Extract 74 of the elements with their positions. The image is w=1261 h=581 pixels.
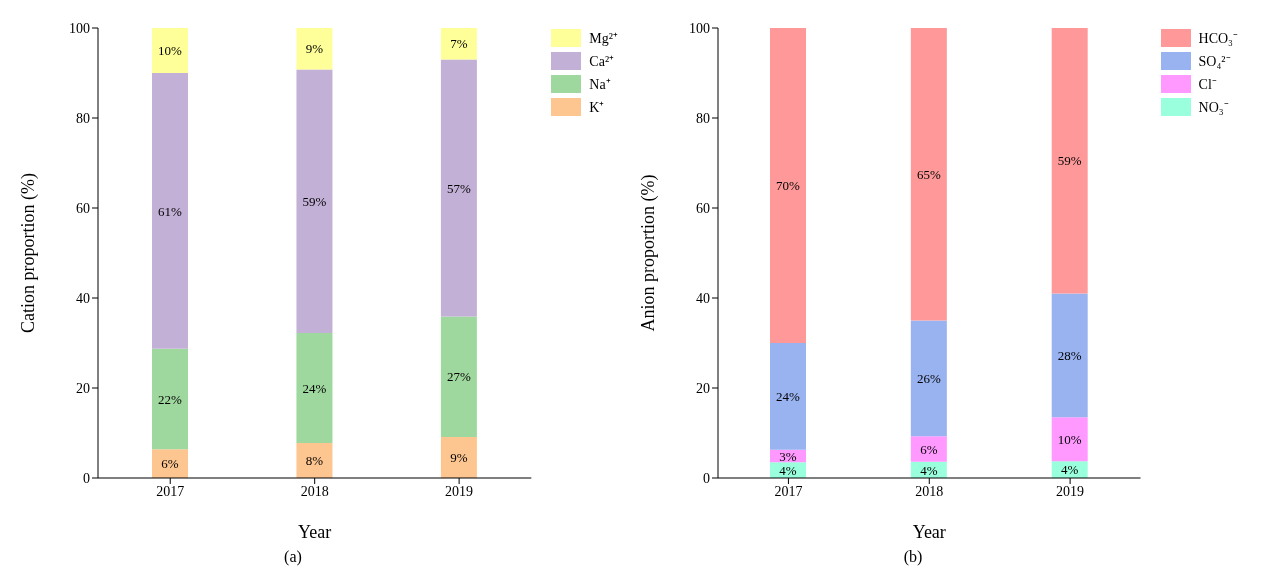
bar (770, 28, 806, 343)
bar (440, 437, 477, 478)
legend-label: Ca²⁺ (589, 53, 615, 70)
data-label: 4% (920, 462, 938, 478)
data-label: 7% (450, 36, 468, 52)
x-tick-label: 2018 (300, 483, 329, 499)
y-tick-label: 100 (689, 20, 710, 36)
data-label: 70% (776, 178, 801, 194)
data-label: 59% (1057, 153, 1082, 169)
data-label: 57% (446, 180, 471, 196)
data-label: 28% (1057, 347, 1082, 363)
bar (152, 73, 188, 349)
data-label: 27% (446, 369, 471, 385)
legend-label: NO₃⁻ (1198, 99, 1229, 116)
legend-label: Mg²⁺ (589, 30, 618, 47)
data-label: 24% (302, 380, 327, 396)
data-label: 4% (779, 462, 797, 478)
bar (152, 348, 188, 450)
data-label: 22% (158, 391, 183, 407)
y-tick-label: 80 (696, 110, 710, 126)
text: (a) (283, 548, 303, 566)
bar (296, 69, 333, 334)
data-label: 10% (158, 43, 183, 59)
y-tick-label: 60 (696, 200, 710, 216)
text: (b) (902, 548, 924, 566)
y-axis-title: Cation proportion (%) (18, 173, 40, 333)
y-tick-label: 60 (76, 200, 90, 216)
x-tick-label: 2017 (774, 483, 803, 499)
y-tick-label: 40 (696, 290, 710, 306)
x-tick-label: 2017 (156, 483, 185, 499)
data-label: 61% (158, 203, 183, 219)
data-label: 6% (161, 456, 179, 472)
data-label: 26% (916, 370, 941, 386)
y-axis-title: Anion proportion (%) (638, 174, 660, 332)
x-tick-label: 2019 (1056, 483, 1085, 499)
bar (440, 316, 477, 438)
data-label: 10% (1057, 431, 1082, 447)
bar (1051, 293, 1088, 418)
data-label: 24% (776, 388, 801, 404)
legend-label: Cl⁻ (1198, 76, 1217, 93)
x-tick-label: 2019 (445, 483, 474, 499)
y-tick-label: 20 (76, 380, 90, 396)
bar (440, 28, 477, 60)
bar (910, 320, 947, 437)
data-label: 9% (450, 450, 468, 466)
data-label: 8% (305, 453, 324, 469)
x-axis-title: Year (912, 522, 946, 542)
bar (152, 28, 188, 73)
legend-label: K⁺ (589, 99, 605, 116)
x-axis-title: Year (298, 522, 332, 542)
legend-label: HCO₃⁻ (1198, 30, 1238, 47)
data-label: 3% (779, 448, 797, 464)
data-label: 6% (920, 441, 938, 457)
x-tick-label: 2018 (915, 483, 944, 499)
data-label: 9% (305, 41, 324, 57)
bar (1051, 28, 1088, 294)
bar (1051, 417, 1088, 462)
bar (440, 59, 477, 317)
y-tick-label: 20 (696, 380, 710, 396)
data-label: 4% (1061, 462, 1079, 478)
bar (296, 28, 333, 70)
y-tick-label: 0 (703, 470, 710, 486)
data-label: 65% (916, 166, 941, 182)
bar (910, 28, 947, 321)
y-tick-label: 0 (83, 470, 90, 486)
y-tick-label: 80 (76, 110, 90, 126)
bar (770, 343, 806, 450)
y-tick-label: 40 (76, 290, 90, 306)
bar (296, 333, 333, 443)
legend-label: SO₄²⁻ (1198, 53, 1231, 70)
legend-label: Na⁺ (589, 76, 611, 93)
data-label: 59% (302, 193, 327, 209)
y-tick-label: 100 (69, 20, 90, 36)
bar (910, 436, 947, 462)
